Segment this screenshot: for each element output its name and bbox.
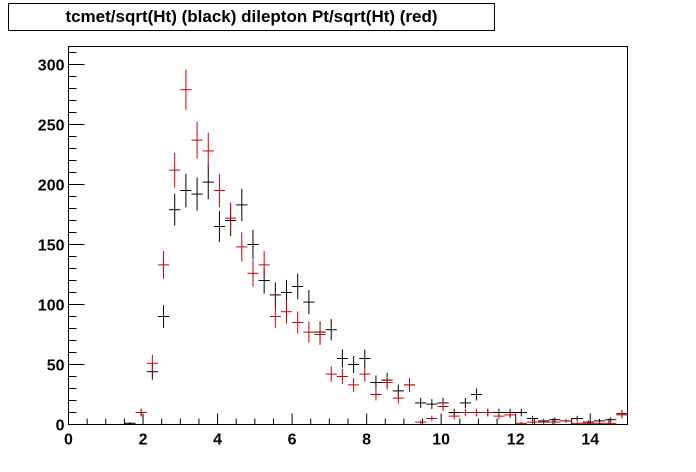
x-tick-label: 6 (288, 432, 297, 449)
data-point (493, 412, 505, 420)
data-point (124, 422, 136, 425)
data-point (135, 408, 147, 417)
data-point (515, 422, 527, 425)
data-point (157, 251, 170, 279)
data-point (169, 193, 181, 226)
data-point (526, 415, 539, 422)
data-point (191, 177, 203, 211)
y-tick-label: 150 (38, 238, 65, 255)
data-point (213, 211, 226, 242)
chart-title: tcmet/sqrt(Ht) (black) dilepton Pt/sqrt(… (65, 7, 438, 26)
data-point (515, 408, 527, 417)
axes: 0 2 4 6 8 10 12 14 0 50 100 150 200 250 300 (38, 52, 628, 449)
y-tick-label: 100 (38, 298, 65, 315)
data-point (482, 408, 494, 417)
data-point (146, 354, 158, 372)
data-point (269, 282, 281, 308)
y-tick-label: 300 (38, 58, 65, 75)
data-point (470, 408, 483, 417)
data-point (582, 422, 594, 425)
data-point (157, 305, 170, 328)
x-tick-label: 8 (362, 432, 371, 449)
x-tick-label: 12 (507, 432, 525, 449)
data-point (247, 229, 259, 260)
y-tick-label: 0 (56, 418, 65, 435)
x-tick-label: 2 (139, 432, 148, 449)
data-point (325, 319, 337, 341)
data-point (180, 173, 192, 208)
data-point (236, 232, 248, 262)
data-point (571, 415, 583, 422)
data-point (292, 311, 304, 334)
data-point (437, 401, 449, 412)
x-tick-label: 14 (581, 432, 599, 449)
data-point (303, 289, 315, 315)
data-point (593, 422, 606, 425)
x-tick-label: 4 (213, 432, 222, 449)
data-point (348, 378, 360, 392)
data-point (348, 356, 360, 373)
data-point (560, 418, 572, 423)
data-point (526, 420, 539, 424)
data-point (325, 366, 337, 382)
data-point (470, 388, 483, 401)
data-point (292, 273, 304, 300)
y-tick-label: 50 (47, 358, 65, 375)
series-2 (135, 69, 628, 425)
data-point (571, 422, 583, 425)
data-point (180, 69, 192, 110)
data-point (370, 375, 382, 390)
data-point (605, 417, 617, 423)
data-point (392, 392, 404, 404)
data-point (381, 375, 393, 390)
data-point (359, 366, 371, 382)
data-point (459, 397, 471, 408)
data-point (415, 420, 427, 424)
data-point (225, 202, 237, 234)
data-point (236, 188, 248, 222)
data-point (269, 305, 281, 328)
data-point (191, 121, 203, 159)
y-tick-label: 200 (38, 178, 65, 195)
y-tick-label: 250 (38, 118, 65, 135)
plot-frame (68, 46, 628, 425)
data-point (314, 324, 326, 345)
data-point (459, 408, 471, 417)
data-point (258, 251, 270, 279)
data-point (280, 300, 293, 324)
data-point (213, 173, 226, 208)
data-point (605, 422, 617, 425)
data-point (549, 420, 561, 424)
data-point (169, 152, 181, 188)
chart-title-box: tcmet/sqrt(Ht) (black) dilepton Pt/sqrt(… (8, 3, 495, 31)
data-point (426, 415, 438, 422)
data-point (202, 165, 214, 200)
data-point (359, 349, 371, 368)
data-point (426, 399, 438, 410)
data-point (504, 411, 516, 419)
data-point (538, 420, 550, 424)
data-point (403, 378, 416, 392)
data-point (336, 349, 348, 368)
x-tick-label: 0 (64, 432, 73, 449)
data-point (448, 412, 460, 420)
data-point (303, 321, 315, 343)
x-tick-label: 10 (432, 432, 450, 449)
data-point (336, 368, 348, 385)
data-point (202, 132, 214, 170)
data-point (370, 388, 382, 401)
data-point (415, 397, 427, 408)
data-marks (124, 69, 628, 425)
data-point (616, 411, 628, 419)
data-point (247, 259, 259, 287)
